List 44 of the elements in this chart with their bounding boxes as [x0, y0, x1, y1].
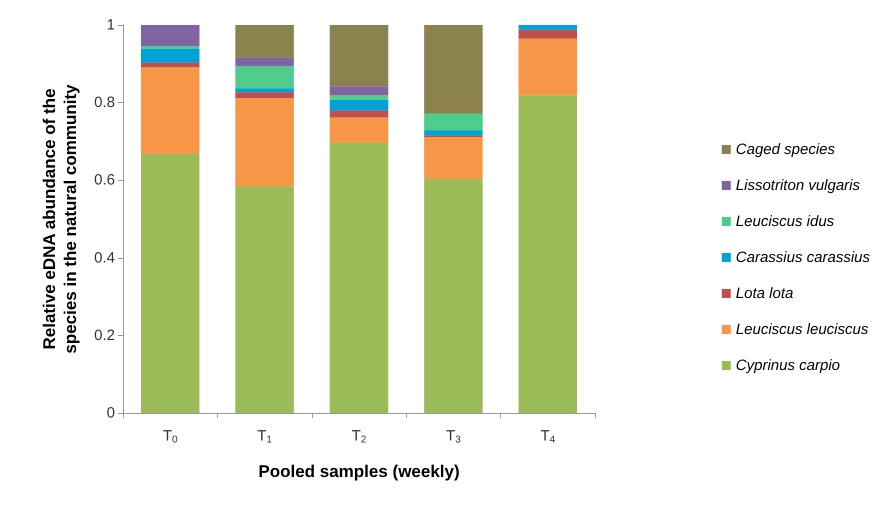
- y-tick-label: 1: [106, 16, 115, 34]
- bar: [140, 49, 200, 63]
- bar: [424, 25, 483, 114]
- y-tick-label: 0.4: [94, 249, 115, 266]
- bar: [235, 88, 294, 92]
- bar: [140, 46, 200, 50]
- bar: [424, 137, 483, 179]
- bar: [235, 186, 294, 413]
- y-tick-label: 0.6: [94, 172, 115, 189]
- bar: [235, 25, 294, 58]
- bar: [424, 178, 483, 413]
- bar: [235, 92, 294, 98]
- y-tick-label: 0: [106, 404, 115, 422]
- bar: [235, 58, 294, 66]
- bar: [424, 130, 483, 136]
- bar: [518, 95, 578, 413]
- legend-label: Leuciscus leuciscus: [736, 321, 869, 338]
- bar: [518, 38, 578, 96]
- legend-label: Leuciscus idus: [736, 213, 835, 230]
- bar: [330, 100, 388, 110]
- bar: [518, 25, 578, 30]
- legend-label: Caged species: [736, 141, 836, 158]
- y-tick-label: 0.2: [94, 326, 115, 344]
- bar: [140, 67, 200, 154]
- bar: [330, 25, 388, 86]
- legend-label: Cyprinus carpio: [736, 357, 840, 374]
- bar: [424, 113, 483, 131]
- bar: [235, 66, 294, 88]
- bar: [330, 142, 388, 413]
- bar: [140, 62, 200, 68]
- legend-label: Carassius carassius: [736, 249, 870, 266]
- bar: [330, 110, 388, 118]
- y-axis-title: Relative eDNA abundance of the species in the natural community: [40, 84, 80, 354]
- bar: [330, 86, 388, 96]
- x-axis-title: Pooled samples (weekly): [258, 462, 460, 481]
- legend-label: Lissotriton vulgaris: [736, 177, 861, 194]
- legend-label: Lota lota: [736, 285, 794, 302]
- bar: [518, 30, 578, 39]
- bar: [330, 95, 388, 100]
- y-tick-label: 0.8: [94, 94, 115, 112]
- bar: [330, 117, 388, 143]
- bar: [235, 98, 294, 186]
- bar: [140, 25, 200, 46]
- bar: [140, 154, 200, 413]
